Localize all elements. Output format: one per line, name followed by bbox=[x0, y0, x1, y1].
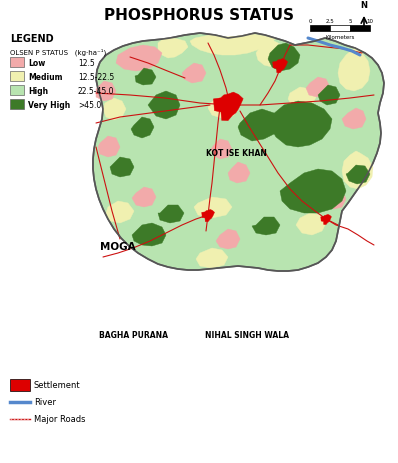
Text: Major Roads: Major Roads bbox=[34, 414, 86, 424]
Polygon shape bbox=[116, 46, 162, 72]
Bar bbox=[10, 100, 24, 110]
Bar bbox=[310, 26, 330, 32]
Polygon shape bbox=[306, 78, 330, 98]
Polygon shape bbox=[256, 40, 290, 68]
Polygon shape bbox=[213, 93, 243, 121]
Polygon shape bbox=[338, 49, 370, 92]
Polygon shape bbox=[182, 64, 206, 84]
Polygon shape bbox=[321, 215, 332, 225]
Polygon shape bbox=[131, 118, 154, 139]
Text: High: High bbox=[28, 86, 48, 95]
Polygon shape bbox=[196, 249, 228, 269]
Text: N: N bbox=[361, 1, 367, 10]
Text: BAGHA PURANA: BAGHA PURANA bbox=[99, 330, 168, 339]
Polygon shape bbox=[280, 169, 346, 213]
Text: Very High: Very High bbox=[28, 100, 70, 109]
Polygon shape bbox=[190, 35, 275, 56]
Polygon shape bbox=[106, 201, 134, 224]
Polygon shape bbox=[110, 158, 134, 178]
Polygon shape bbox=[216, 230, 240, 250]
Polygon shape bbox=[318, 86, 340, 106]
Polygon shape bbox=[93, 34, 384, 271]
Text: 2.5: 2.5 bbox=[326, 19, 334, 24]
Polygon shape bbox=[202, 210, 215, 222]
Polygon shape bbox=[342, 152, 373, 189]
Text: >45.0: >45.0 bbox=[78, 100, 101, 109]
Polygon shape bbox=[135, 69, 156, 86]
Polygon shape bbox=[238, 110, 280, 142]
Text: KOT ISE KHAN: KOT ISE KHAN bbox=[207, 148, 267, 157]
Polygon shape bbox=[96, 82, 116, 102]
Polygon shape bbox=[98, 137, 120, 158]
Polygon shape bbox=[252, 218, 280, 236]
Polygon shape bbox=[158, 39, 188, 59]
Text: Settlement: Settlement bbox=[34, 381, 81, 390]
Text: 0: 0 bbox=[308, 19, 312, 24]
Bar bbox=[10, 72, 24, 82]
Text: OLSEN P STATUS   (kg·ha⁻¹): OLSEN P STATUS (kg·ha⁻¹) bbox=[10, 48, 106, 56]
Polygon shape bbox=[288, 88, 316, 110]
Text: 12.5: 12.5 bbox=[78, 58, 95, 67]
Bar bbox=[10, 58, 24, 68]
Polygon shape bbox=[346, 166, 370, 185]
Text: Low: Low bbox=[28, 58, 45, 67]
Polygon shape bbox=[228, 163, 250, 184]
Text: Kilometers: Kilometers bbox=[325, 35, 355, 40]
Polygon shape bbox=[270, 102, 332, 148]
Text: 22.5-45.0: 22.5-45.0 bbox=[78, 86, 115, 95]
Polygon shape bbox=[103, 99, 126, 121]
Text: River: River bbox=[34, 398, 56, 407]
Text: 10: 10 bbox=[367, 19, 373, 24]
Polygon shape bbox=[342, 109, 366, 130]
Text: PHOSPHORUS STATUS: PHOSPHORUS STATUS bbox=[104, 8, 294, 24]
Bar bbox=[10, 379, 30, 391]
Text: Medium: Medium bbox=[28, 72, 62, 81]
Polygon shape bbox=[148, 92, 180, 120]
Polygon shape bbox=[194, 198, 232, 219]
Polygon shape bbox=[268, 44, 300, 72]
Polygon shape bbox=[324, 191, 346, 210]
Polygon shape bbox=[132, 188, 156, 207]
Polygon shape bbox=[296, 213, 326, 236]
Text: 5: 5 bbox=[348, 19, 352, 24]
Polygon shape bbox=[132, 224, 166, 246]
Bar bbox=[10, 86, 24, 96]
Polygon shape bbox=[211, 140, 232, 160]
Bar bbox=[350, 26, 370, 32]
Text: NIHAL SINGH WALA: NIHAL SINGH WALA bbox=[205, 330, 289, 339]
Polygon shape bbox=[208, 98, 238, 120]
Text: 12.5-22.5: 12.5-22.5 bbox=[78, 72, 114, 81]
Polygon shape bbox=[158, 206, 184, 224]
Text: LEGEND: LEGEND bbox=[10, 34, 54, 44]
Bar bbox=[330, 26, 350, 32]
Text: MOGA: MOGA bbox=[100, 241, 135, 251]
Polygon shape bbox=[273, 59, 288, 74]
